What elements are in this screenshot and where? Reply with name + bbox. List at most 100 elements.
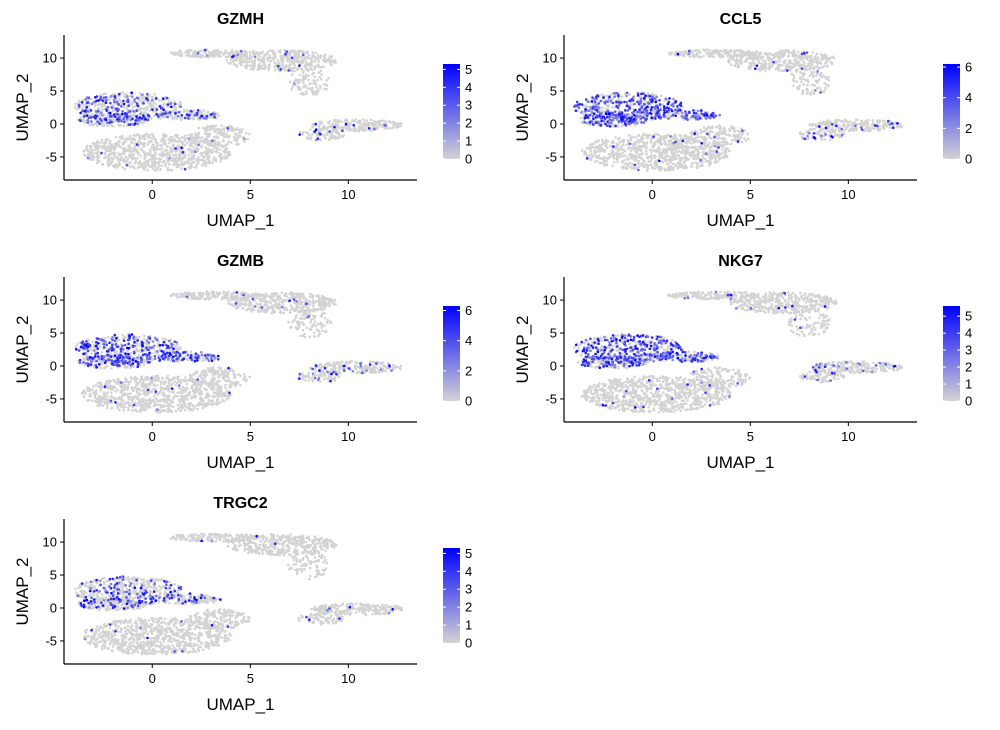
- cell-point: [161, 137, 164, 140]
- cell-point: [811, 73, 814, 76]
- cell-point: [714, 159, 717, 162]
- cell-point: [824, 138, 827, 141]
- cell-point: [192, 156, 195, 159]
- cell-point: [145, 153, 148, 156]
- cell-point: [394, 123, 397, 126]
- cell-point: [837, 119, 840, 122]
- cell-point: [226, 157, 229, 160]
- cell-point: [213, 136, 216, 139]
- cell-point: [111, 160, 114, 163]
- cell-point: [156, 148, 159, 151]
- cell-point-expressing: [127, 104, 130, 107]
- cell-point: [753, 62, 756, 65]
- cell-point: [344, 120, 347, 123]
- cell-point: [290, 88, 293, 91]
- cell-point: [747, 54, 750, 57]
- cell-point: [103, 152, 106, 155]
- cell-point: [284, 66, 287, 69]
- cell-point: [139, 138, 142, 141]
- cell-point: [828, 134, 831, 137]
- cell-point: [264, 65, 267, 68]
- cell-point-expressing: [291, 57, 294, 60]
- cell-point: [832, 130, 835, 133]
- cell-point: [165, 135, 168, 138]
- cell-point: [153, 159, 156, 162]
- cell-point: [286, 56, 289, 59]
- cell-point: [693, 50, 696, 53]
- cell-point: [171, 169, 174, 172]
- cell-point: [319, 87, 322, 90]
- cell-point: [688, 141, 691, 144]
- cell-point: [658, 149, 661, 152]
- cell-point: [683, 135, 686, 138]
- cell-point: [153, 154, 156, 157]
- cell-point: [826, 84, 829, 87]
- cell-point: [665, 151, 668, 154]
- cell-point-expressing: [383, 123, 386, 126]
- cell-point: [747, 138, 750, 141]
- cell-point: [801, 56, 804, 59]
- cell-point: [199, 49, 202, 52]
- cell-point: [812, 76, 815, 79]
- cell-point: [174, 161, 177, 164]
- cell-point: [224, 49, 227, 52]
- cell-point: [677, 166, 680, 169]
- cell-point: [792, 54, 795, 57]
- cell-point: [329, 59, 332, 62]
- cell-point: [886, 124, 889, 127]
- cell-point: [661, 151, 664, 154]
- cell-point-expressing: [109, 102, 112, 105]
- cell-point-expressing: [618, 104, 621, 107]
- cell-point: [684, 157, 687, 160]
- cell-point: [102, 124, 105, 127]
- cell-point: [703, 143, 706, 146]
- cell-point: [316, 133, 319, 136]
- cell-point: [822, 121, 825, 124]
- cell-point: [175, 109, 178, 112]
- cell-point-expressing: [146, 99, 149, 102]
- cell-point: [787, 66, 790, 69]
- cell-point: [703, 126, 706, 129]
- cell-point: [389, 121, 392, 124]
- cell-point: [279, 49, 282, 52]
- cell-point: [182, 143, 185, 146]
- cell-point-expressing: [121, 113, 124, 116]
- cell-point: [215, 158, 218, 161]
- cell-point: [227, 62, 230, 65]
- cell-point: [622, 139, 625, 142]
- cell-point: [78, 100, 81, 103]
- cell-point: [291, 85, 294, 88]
- cell-point: [876, 122, 879, 125]
- cell-point: [259, 59, 262, 62]
- cell-point-expressing: [81, 101, 84, 104]
- cell-point-expressing: [96, 120, 99, 123]
- cell-point: [653, 144, 656, 147]
- cell-point: [277, 62, 280, 65]
- cell-point: [381, 126, 384, 129]
- cell-point-expressing: [194, 151, 197, 154]
- cell-point-expressing: [120, 120, 123, 123]
- cell-point: [784, 60, 787, 63]
- cell-point: [93, 156, 96, 159]
- cell-point: [326, 84, 329, 87]
- cell-point: [121, 137, 124, 140]
- cell-point: [217, 136, 220, 139]
- cell-point: [98, 107, 101, 110]
- cell-point: [168, 142, 171, 145]
- cell-point: [630, 150, 633, 153]
- cell-point: [359, 122, 362, 125]
- cell-point: [718, 133, 721, 136]
- cell-point: [663, 100, 666, 103]
- cell-point: [152, 144, 155, 147]
- cell-point: [104, 92, 107, 95]
- cell-point: [817, 56, 820, 59]
- cell-point: [113, 165, 116, 168]
- cell-point: [702, 137, 705, 140]
- cell-point: [655, 164, 658, 167]
- cell-point-expressing: [816, 70, 819, 73]
- cell-point: [400, 125, 403, 128]
- cell-point: [148, 159, 151, 162]
- cell-point: [162, 161, 165, 164]
- cell-point: [75, 102, 78, 105]
- cell-point: [156, 145, 159, 148]
